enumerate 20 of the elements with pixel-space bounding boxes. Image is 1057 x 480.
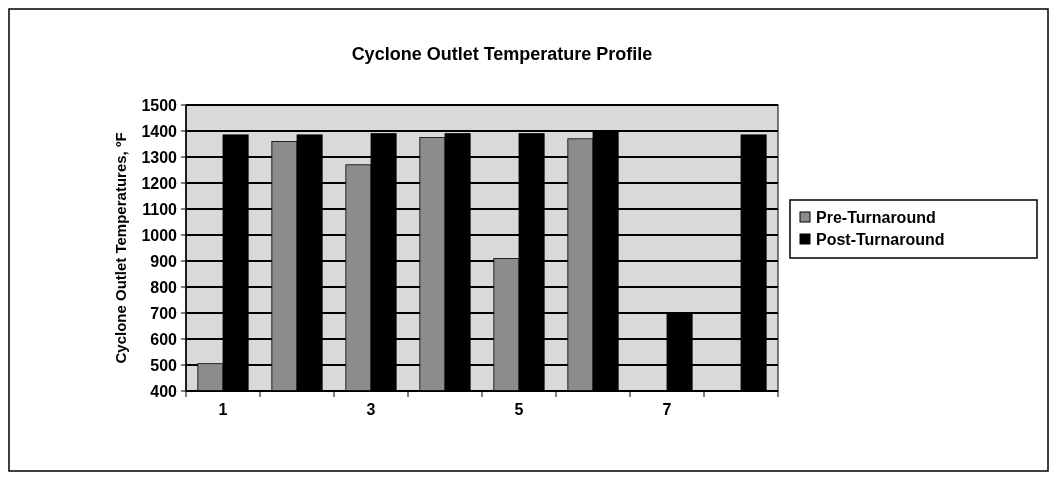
y-tick-label: 1100 (142, 200, 178, 218)
y-tick-label: 700 (150, 304, 178, 322)
y-tick-label: 1500 (141, 96, 178, 114)
y-tick-label: 400 (150, 382, 178, 400)
x-tick-label: 3 (366, 401, 376, 418)
legend-label: Pre-Turnaround (816, 208, 936, 226)
y-tick-label: 1300 (141, 148, 178, 166)
x-tick-label: 1 (218, 401, 228, 418)
x-tick-label: 7 (662, 401, 672, 418)
legend-label: Post-Turnaround (816, 230, 945, 248)
y-tick-label: 500 (150, 356, 178, 374)
y-tick-label: 600 (150, 330, 178, 348)
y-tick-label: 1400 (141, 122, 178, 140)
y-tick-label: 800 (150, 278, 178, 296)
y-tick-label: 1200 (141, 174, 178, 192)
chart-title: Cyclone Outlet Temperature Profile (351, 44, 653, 64)
x-tick-label: 5 (514, 401, 524, 418)
y-tick-label: 900 (150, 252, 178, 270)
y-tick-label: 1000 (141, 226, 178, 244)
y-axis-title: Cyclone Outlet Temperatures, ºF (112, 132, 129, 364)
